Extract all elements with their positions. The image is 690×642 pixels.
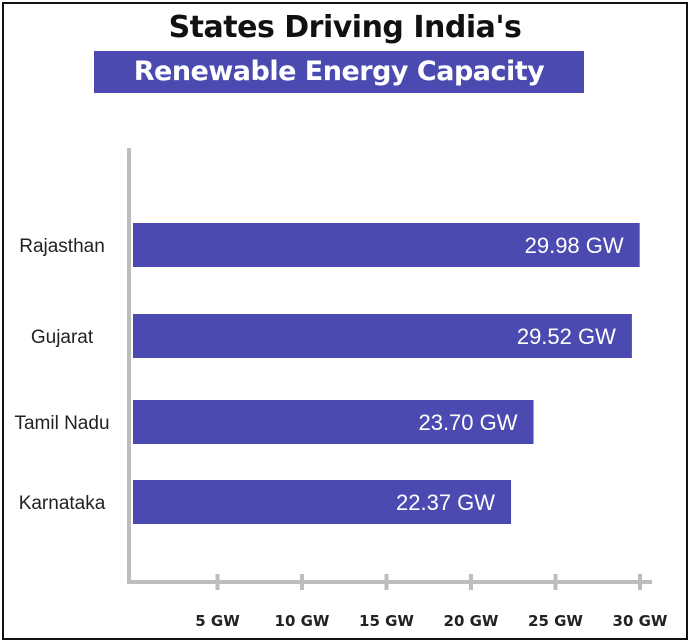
chart-subtitle: Renewable Energy Capacity: [94, 51, 584, 93]
data-label: 29.98 GW: [525, 233, 624, 258]
bar: [133, 223, 640, 267]
data-label: 22.37 GW: [396, 490, 495, 515]
x-tick-label: 25 GW: [528, 612, 583, 630]
labels: 5 GW 10 GW 15 GW 20 GW 25 GW 30 GW Rajasthan 29…: [14, 233, 667, 630]
bar: [133, 400, 534, 444]
x-tick-label: 5 GW: [195, 612, 240, 630]
chart-title: States Driving India's: [168, 10, 522, 45]
category-label: Karnataka: [19, 493, 106, 514]
data-label: 29.52 GW: [517, 324, 616, 349]
x-tick-label: 30 GW: [613, 612, 668, 630]
x-tick-label: 20 GW: [444, 612, 499, 630]
bar: [133, 314, 632, 358]
category-label: Rajasthan: [19, 236, 105, 257]
axes: [127, 148, 652, 590]
bars: [133, 223, 640, 524]
bar: [133, 480, 512, 524]
x-tick-label: 10 GW: [275, 612, 330, 630]
category-label: Gujarat: [31, 327, 94, 348]
category-label: Tamil Nadu: [14, 413, 109, 434]
x-tick-label: 15 GW: [359, 612, 414, 630]
data-label: 23.70 GW: [418, 410, 517, 435]
